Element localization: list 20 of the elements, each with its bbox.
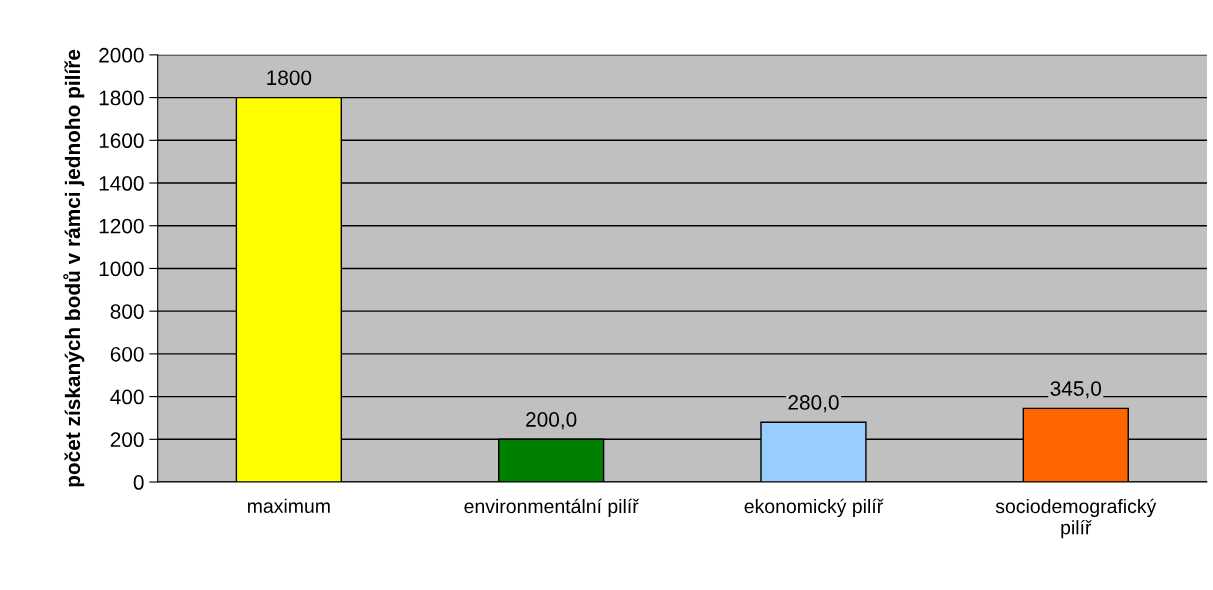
y-tick-label: 1000 xyxy=(99,261,144,277)
y-tick-label: 1800 xyxy=(99,90,144,106)
data-label: 1800 xyxy=(267,70,312,86)
y-tick-label: 1400 xyxy=(99,176,144,191)
y-tick-label: 1200 xyxy=(99,218,144,234)
data-label: 345,0 xyxy=(1050,381,1102,399)
y-tick-label: 0 xyxy=(133,475,144,490)
data-label: 200,0 xyxy=(526,412,577,430)
x-tick-label: sociodemografický pilíř xyxy=(995,498,1157,539)
y-tick-label: 400 xyxy=(110,389,144,405)
data-label: 280,0 xyxy=(788,395,839,413)
y-tick-label: 800 xyxy=(110,304,144,319)
y-tick-label: 2000 xyxy=(99,47,144,63)
x-tick-label: ekonomický pilíř xyxy=(744,498,884,518)
y-tick-label: 600 xyxy=(110,346,144,362)
x-tick-label: maximum xyxy=(248,498,330,513)
y-tick-label: 200 xyxy=(110,432,144,448)
y-tick-label: 1600 xyxy=(99,133,144,149)
y-axis-title: počet získaných bodů v rámci jednoho pilíře xyxy=(63,49,85,487)
x-tick-label: environmentální pilíř xyxy=(464,498,640,518)
